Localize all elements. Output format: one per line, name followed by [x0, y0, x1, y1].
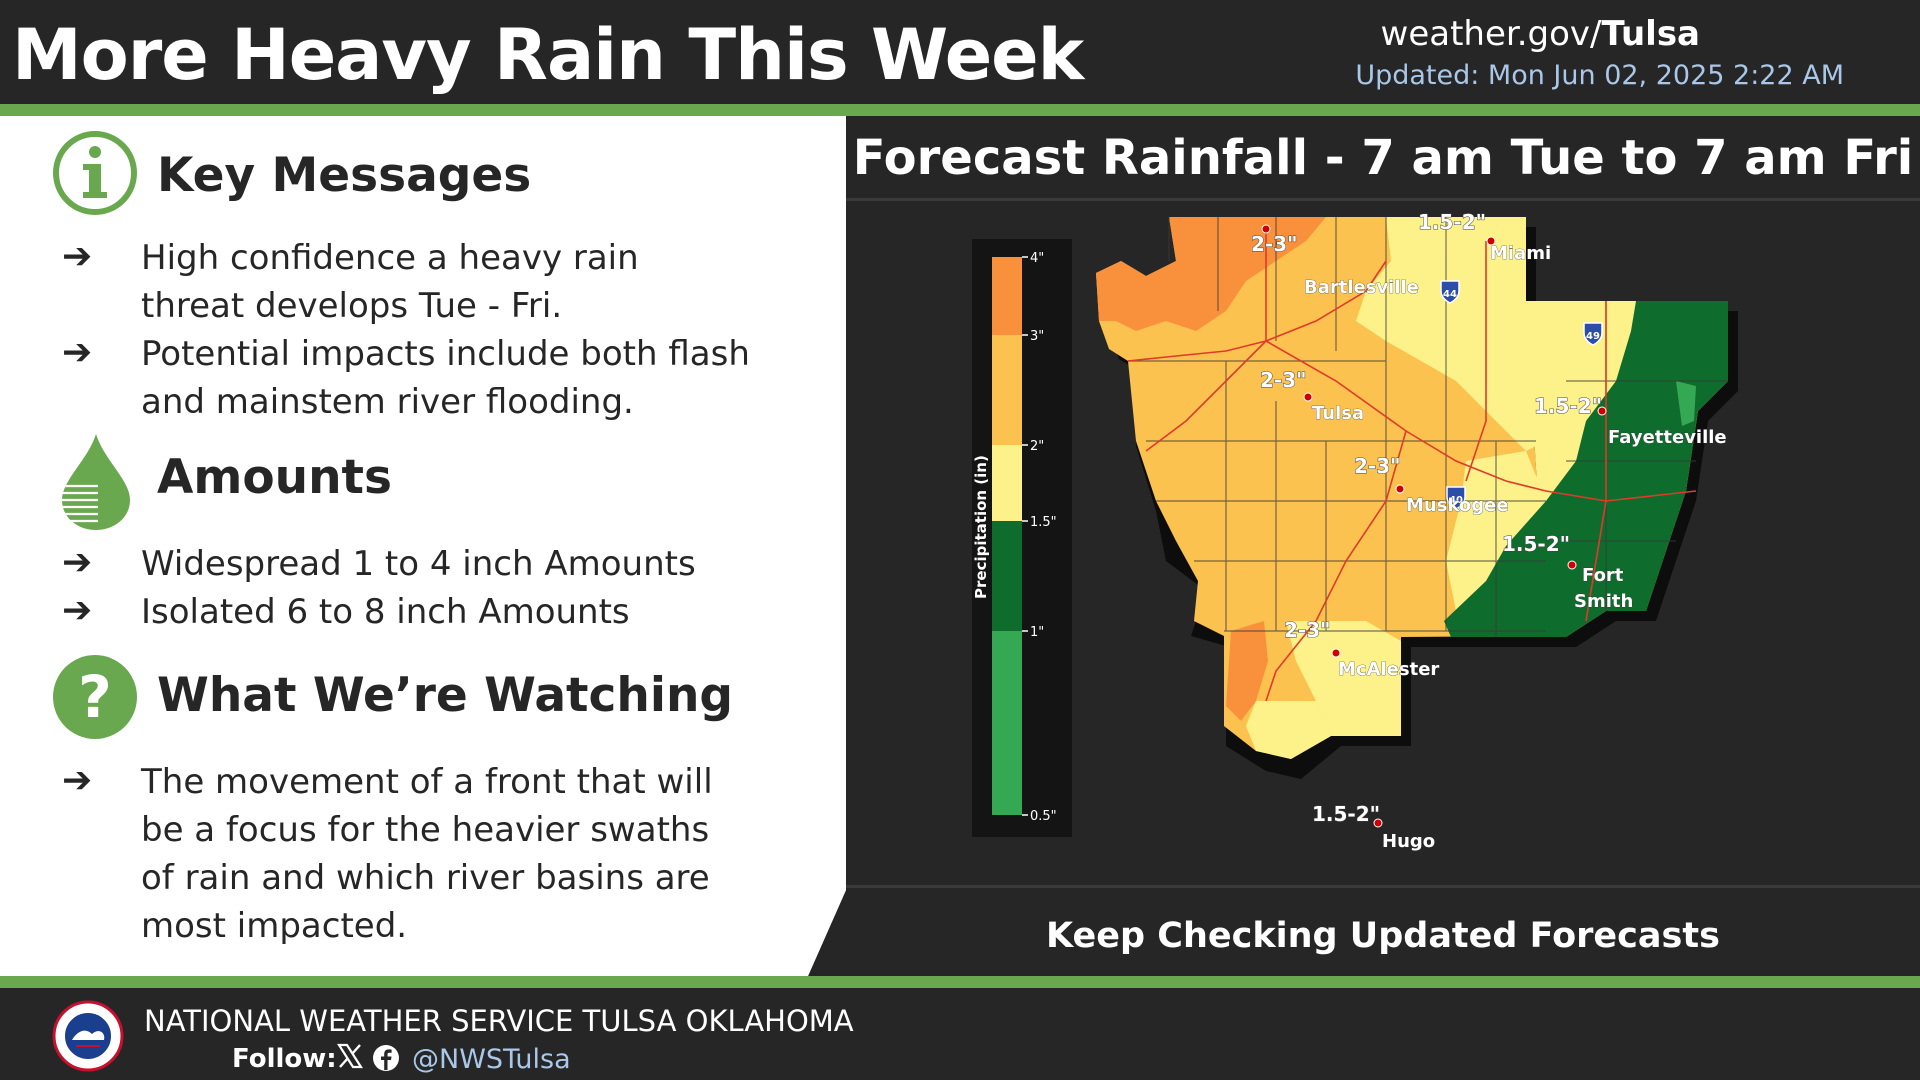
- city-tulsa: Tulsa: [1312, 403, 1364, 424]
- bullet-arrow: ➔: [62, 332, 93, 373]
- legend-tick-1.5: 1.5": [1030, 515, 1057, 530]
- updated-timestamp: Updated: Mon Jun 02, 2025 2:22 AM: [1355, 60, 1844, 91]
- panel-slant-top: [808, 116, 846, 200]
- city-fort: Fort: [1582, 565, 1624, 586]
- legend-tick-4: 4": [1030, 251, 1044, 266]
- raindrop-icon: [62, 434, 130, 530]
- city-mcalester: McAlester: [1338, 659, 1439, 680]
- map-region-green-ark: [1444, 301, 1728, 637]
- rainfall-map: 4" 3" 2" 1.5" 1" 0.5" Precipitation (in): [846, 198, 1920, 888]
- social-handle[interactable]: @NWSTulsa: [412, 1044, 571, 1075]
- svg-text:49: 49: [1586, 331, 1600, 342]
- city-miami: Miami: [1490, 243, 1551, 264]
- header: More Heavy Rain This Week weather.gov/Tu…: [0, 0, 1920, 104]
- key-message-1: High confidence a heavy rain threat deve…: [141, 238, 639, 326]
- panel-slant-bottom: [808, 890, 848, 976]
- site-url-link[interactable]: weather.gov/Tulsa: [1381, 14, 1700, 54]
- legend-axis-label: Precipitation (in): [972, 455, 990, 599]
- keep-checking-banner: Keep Checking Updated Forecasts: [1046, 916, 1720, 956]
- map-region-orange-mca: [1226, 621, 1268, 721]
- svg-text:44: 44: [1443, 289, 1457, 300]
- map-region-yellow-ne: [1356, 217, 1546, 451]
- nws-logo[interactable]: [52, 1000, 124, 1072]
- watching-1: The movement of a front that will be a f…: [141, 762, 713, 946]
- info-icon: [53, 131, 137, 215]
- site-prefix: weather.gov/: [1380, 14, 1602, 54]
- amount-label-miami: 1.5-2": [1418, 210, 1486, 234]
- header-divider: [0, 104, 1920, 116]
- bullet-arrow: ➔: [62, 542, 93, 583]
- messages-panel: Key Messages ➔ High confidence a heavy r…: [0, 116, 846, 976]
- bullet-arrow: ➔: [62, 590, 93, 631]
- svg-text:40: 40: [1449, 495, 1463, 506]
- facebook-icon[interactable]: [372, 1044, 400, 1072]
- key-message-2: Potential impacts include both flash and…: [141, 334, 750, 422]
- page-title: More Heavy Rain This Week: [12, 14, 1084, 96]
- legend-tick-1: 1": [1030, 625, 1044, 640]
- map-region-yellow-s: [1286, 621, 1401, 736]
- amounts-heading: Amounts: [157, 450, 392, 505]
- interstate-44-shield: 44: [1440, 280, 1460, 304]
- interstate-40-shield: 40: [1446, 486, 1466, 510]
- follow-label: Follow:: [232, 1044, 337, 1074]
- legend-1.5-2: [992, 445, 1022, 521]
- legend-tick-2: 2": [1030, 439, 1044, 454]
- legend-tick-0.5: 0.5": [1030, 809, 1057, 824]
- city-hugo: Hugo: [1382, 831, 1435, 852]
- svg-text:?: ?: [78, 663, 112, 731]
- legend-1-1.5: [992, 521, 1022, 631]
- x-icon[interactable]: [336, 1042, 364, 1070]
- precip-legend: 4" 3" 2" 1.5" 1" 0.5" Precipitation (in): [972, 239, 1072, 837]
- legend-0.5-1: [992, 631, 1022, 815]
- map-region-yellow-hugo: [1246, 701, 1331, 759]
- org-name: NATIONAL WEATHER SERVICE TULSA OKLAHOMA: [144, 1004, 854, 1038]
- footer-divider: [0, 976, 1920, 988]
- city-muskogee: Muskogee: [1406, 495, 1509, 516]
- amount-label-tulsa: 2-3": [1260, 368, 1307, 392]
- legend-tick-3: 3": [1030, 329, 1044, 344]
- legend-3-4: [992, 257, 1022, 335]
- amount-label-bartlesville: 2-3": [1251, 232, 1298, 256]
- legend-2-3: [992, 335, 1022, 445]
- question-icon: ?: [53, 655, 137, 739]
- key-messages-heading: Key Messages: [157, 148, 532, 203]
- city-fayetteville: Fayetteville: [1608, 427, 1727, 448]
- amount-1: Widespread 1 to 4 inch Amounts: [141, 544, 696, 584]
- map-region-orange-nw: [1096, 217, 1326, 331]
- amount-label-fayetteville: 1.5-2": [1534, 394, 1602, 418]
- map-title: Forecast Rainfall - 7 am Tue to 7 am Fri: [852, 130, 1914, 186]
- amount-2: Isolated 6 to 8 inch Amounts: [141, 592, 630, 632]
- city-bartlesville: Bartlesville: [1304, 277, 1419, 298]
- watching-heading: What We’re Watching: [157, 668, 734, 723]
- amount-label-fortsmith: 1.5-2": [1502, 532, 1570, 556]
- amount-label-muskogee: 2-3": [1354, 454, 1401, 478]
- footer: NATIONAL WEATHER SERVICE TULSA OKLAHOMA …: [0, 988, 1920, 1080]
- city-smith: Smith: [1574, 591, 1633, 612]
- amount-label-hugo: 1.5-2": [1312, 802, 1380, 826]
- bullet-arrow: ➔: [62, 236, 93, 277]
- amount-label-mcalester: 2-3": [1284, 618, 1331, 642]
- site-office: Tulsa: [1601, 14, 1701, 54]
- rainfall-polygons: 44 49 40 Bartlesville Miami Tulsa Fayett…: [1096, 210, 1728, 852]
- bullet-arrow: ➔: [62, 760, 93, 801]
- map-region-green-light: [1676, 381, 1696, 426]
- interstate-49-shield: 49: [1583, 322, 1603, 346]
